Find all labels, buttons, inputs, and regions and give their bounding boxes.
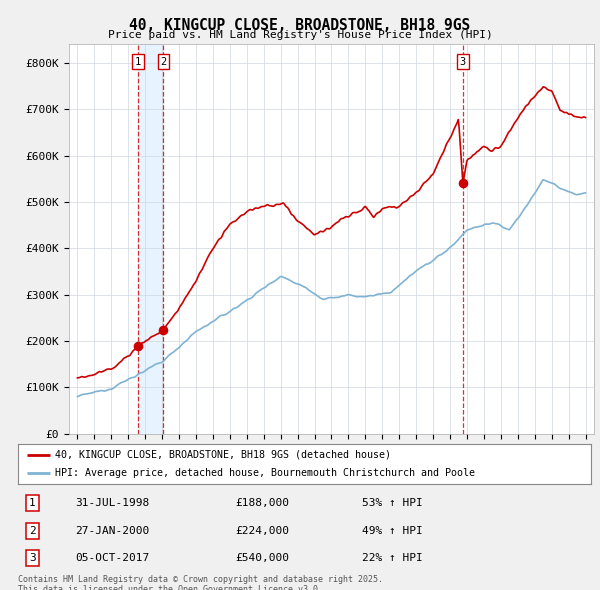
Text: 2: 2 [160,57,167,67]
Point [458,179,468,188]
Text: 27-JAN-2000: 27-JAN-2000 [76,526,149,536]
Text: 05-OCT-2017: 05-OCT-2017 [76,553,149,563]
Bar [138,44,163,434]
Text: 22% ↑ HPI: 22% ↑ HPI [362,553,422,563]
Text: 1: 1 [135,57,141,67]
Text: £188,000: £188,000 [236,499,290,509]
Text: 49% ↑ HPI: 49% ↑ HPI [362,526,422,536]
Text: 3: 3 [460,57,466,67]
Text: £224,000: £224,000 [236,526,290,536]
Text: 40, KINGCUP CLOSE, BROADSTONE, BH18 9GS (detached house): 40, KINGCUP CLOSE, BROADSTONE, BH18 9GS … [55,450,391,460]
Text: 1: 1 [29,499,36,509]
Text: HPI: Average price, detached house, Bournemouth Christchurch and Poole: HPI: Average price, detached house, Bour… [55,468,475,478]
Text: Price paid vs. HM Land Registry's House Price Index (HPI): Price paid vs. HM Land Registry's House … [107,30,493,40]
Text: 31-JUL-1998: 31-JUL-1998 [76,499,149,509]
Text: 40, KINGCUP CLOSE, BROADSTONE, BH18 9GS: 40, KINGCUP CLOSE, BROADSTONE, BH18 9GS [130,18,470,32]
Point [133,342,143,351]
Point [158,325,168,335]
Text: Contains HM Land Registry data © Crown copyright and database right 2025.
This d: Contains HM Land Registry data © Crown c… [18,575,383,590]
Text: £540,000: £540,000 [236,553,290,563]
Text: 2: 2 [29,526,36,536]
Text: 53% ↑ HPI: 53% ↑ HPI [362,499,422,509]
Text: 3: 3 [29,553,36,563]
